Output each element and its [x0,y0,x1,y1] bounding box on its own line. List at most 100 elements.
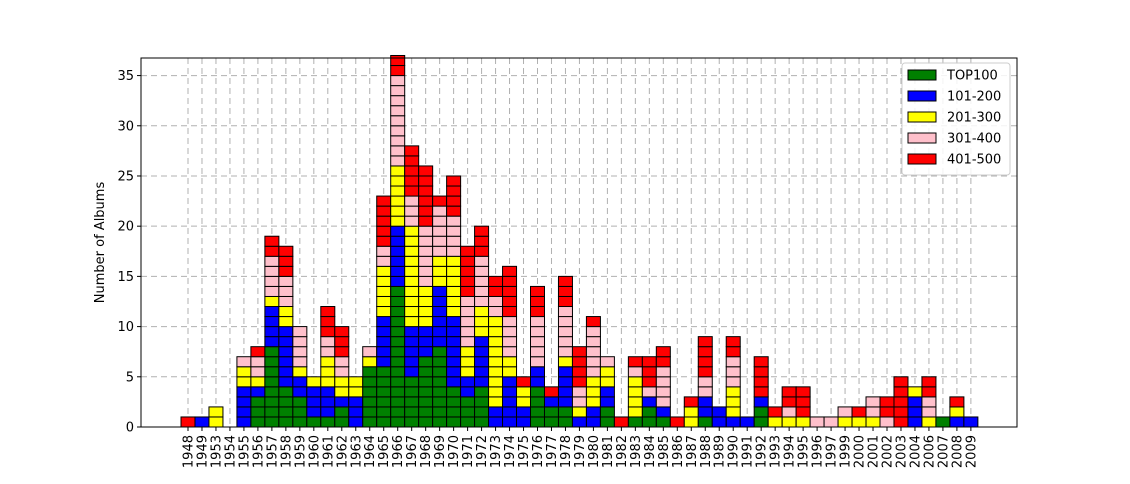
bar-block-top100-1971 [460,396,476,408]
x-tick-label: 2000 [853,435,868,468]
bar-block-301-400-1974 [502,316,518,328]
bar-block-201-300-1973 [488,376,504,388]
bar-block-top100-1972 [474,416,490,428]
bar-block-top100-1968 [418,386,434,398]
bar-block-401-500-1972 [474,245,490,257]
x-tick-label: 1970 [447,435,462,468]
bar-block-101-200-1968 [418,346,434,358]
bar-block-101-200-1962 [334,396,350,408]
bar-block-401-500-1968 [418,195,434,207]
bar-block-201-300-1973 [488,346,504,358]
bar-block-top100-1967 [404,396,420,408]
bar-block-101-200-1975 [516,406,532,418]
bar-block-top100-1959 [292,416,308,428]
bar-block-301-400-1955 [236,356,252,368]
bar-block-401-500-1979 [571,346,587,358]
bar-block-301-400-1968 [418,275,434,287]
bar-block-101-200-2004 [907,396,923,408]
bar-block-301-400-1964 [362,346,378,358]
bar-block-201-300-1978 [557,356,573,368]
x-tick-label: 1956 [251,435,266,468]
bar-block-401-500-2002 [879,406,895,418]
bar-block-101-200-1976 [530,366,545,378]
bar-block-201-300-1958 [278,306,294,318]
bar-block-401-500-1985 [655,356,671,368]
bar-block-101-200-1966 [390,235,406,247]
x-tick-label: 1979 [573,435,588,468]
bar-block-301-400-2006 [921,406,937,418]
bar-block-101-200-1974 [502,406,518,418]
bar-block-101-200-1966 [390,265,406,277]
x-tick-label: 1989 [713,435,728,468]
bar-block-301-400-1956 [250,356,266,368]
bar-block-101-200-1961 [320,396,336,408]
bar-block-301-400-1958 [278,285,294,297]
bar-block-top100-1966 [390,336,406,348]
bar-block-401-500-2003 [893,406,909,418]
x-tick-label: 1994 [783,435,798,468]
bar-block-401-500-1961 [320,306,336,318]
bar-block-301-400-1956 [250,366,266,378]
bar-block-101-200-1968 [418,326,434,338]
bar-block-101-200-1958 [278,356,294,368]
bar-block-top100-1966 [390,295,406,308]
x-tick-label: 1972 [475,435,490,468]
bar-block-101-200-1981 [599,386,615,398]
bar-block-401-500-1966 [390,54,406,67]
bar-block-top100-1967 [404,386,420,398]
bar-block-101-200-1980 [585,416,601,428]
bar-block-top100-1977 [543,416,559,428]
bar-block-top100-1956 [250,416,266,428]
x-tick-label: 1981 [601,435,616,468]
bar-block-top100-1966 [390,326,406,338]
bar-block-401-500-1961 [320,316,336,328]
bar-block-301-400-1972 [474,275,490,287]
bar-block-401-500-2003 [893,386,909,398]
bar-block-top100-1958 [278,406,294,418]
x-tick-label: 1984 [643,435,658,468]
bar-block-301-400-1973 [488,295,504,308]
bars [180,54,979,428]
bar-block-301-400-1970 [446,215,462,227]
legend[interactable]: TOP100 101-200 201-300 301-400 401-500 [901,62,1011,176]
bar-block-201-300-1983 [627,406,643,418]
bar-block-101-200-1972 [474,376,490,388]
bar-block-201-300-1968 [418,316,434,328]
bar-block-201-300-1993 [767,416,783,428]
bar-block-201-300-1973 [488,386,504,398]
bar-block-top100-1967 [404,416,420,428]
bar-block-301-400-1970 [446,245,462,257]
bar-block-201-300-1973 [488,336,504,348]
bar-block-top100-1968 [418,396,434,408]
bar-block-401-500-2003 [893,376,909,388]
bar-block-301-400-1968 [418,265,434,277]
bar-block-top100-1965 [376,376,392,388]
bar-block-401-500-1987 [683,396,699,408]
bar-block-101-200-1989 [711,416,727,428]
bar-block-201-300-1970 [446,255,462,267]
bar-block-401-500-1965 [376,225,392,237]
bar-block-top100-1960 [306,416,322,428]
bar-block-301-400-1990 [725,366,741,378]
x-tick-label: 1962 [335,435,350,468]
bar-block-201-300-1968 [418,285,434,297]
x-tick-label: 1959 [293,435,308,468]
x-tick-label: 2001 [867,435,882,468]
x-tick-label: 1988 [699,435,714,468]
bar-block-top100-1967 [404,406,420,418]
x-tick-label: 1976 [531,435,546,468]
bar-block-301-400-1978 [557,346,573,358]
bar-block-201-300-1970 [446,295,462,308]
bar-block-201-300-1972 [474,316,490,328]
y-axis: 0 5 10 15 20 25 30 35 [117,69,141,436]
bar-block-201-300-1967 [404,235,420,247]
bar-block-201-300-1983 [627,386,643,398]
bar-block-101-200-1973 [488,416,504,428]
bar-block-301-400-1972 [474,285,490,297]
bar-block-top100-1969 [432,396,448,408]
bar-block-401-500-1965 [376,235,392,247]
bar-block-top100-1972 [474,406,490,418]
bar-block-301-400-1978 [557,336,573,348]
bar-block-101-200-1955 [236,406,252,418]
